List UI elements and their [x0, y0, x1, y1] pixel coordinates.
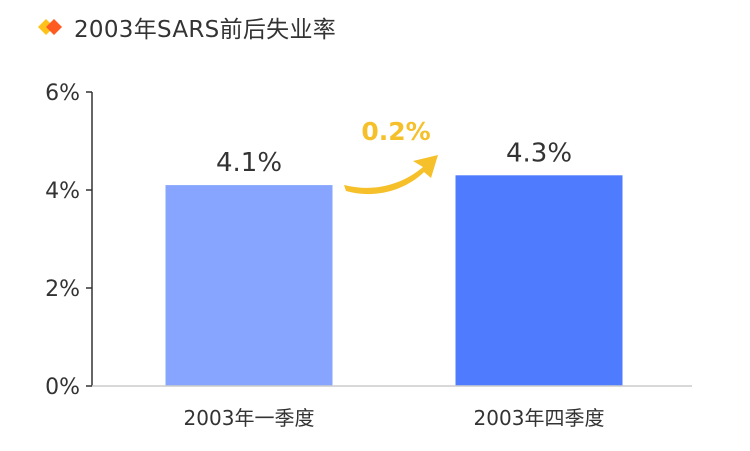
- x-axis: 2003年一季度 2003年四季度: [92, 385, 692, 430]
- delta-label: 0.2%: [361, 117, 430, 146]
- bar: [165, 185, 333, 386]
- y-tick-label: 4%: [45, 179, 80, 204]
- delta-annotation: 0.2%: [344, 117, 438, 195]
- y-tick-label: 0%: [45, 375, 80, 400]
- bars: [165, 175, 623, 386]
- y-tick-label: 6%: [45, 81, 80, 106]
- data-labels: 4.1% 4.3%: [216, 138, 572, 178]
- category-label: 2003年一季度: [184, 406, 315, 430]
- y-tick-label: 2%: [45, 277, 80, 302]
- y-axis: 0% 2% 4% 6%: [45, 81, 93, 400]
- diamond-icon: [38, 19, 62, 35]
- data-label: 4.1%: [216, 148, 282, 178]
- chart-title: 2003年SARS前后失业率: [74, 17, 337, 43]
- bar: [455, 175, 623, 386]
- data-label: 4.3%: [506, 138, 572, 168]
- chart-title-row: 2003年SARS前后失业率: [36, 10, 336, 44]
- curved-arrow-icon: [344, 155, 438, 195]
- category-label: 2003年四季度: [474, 406, 605, 430]
